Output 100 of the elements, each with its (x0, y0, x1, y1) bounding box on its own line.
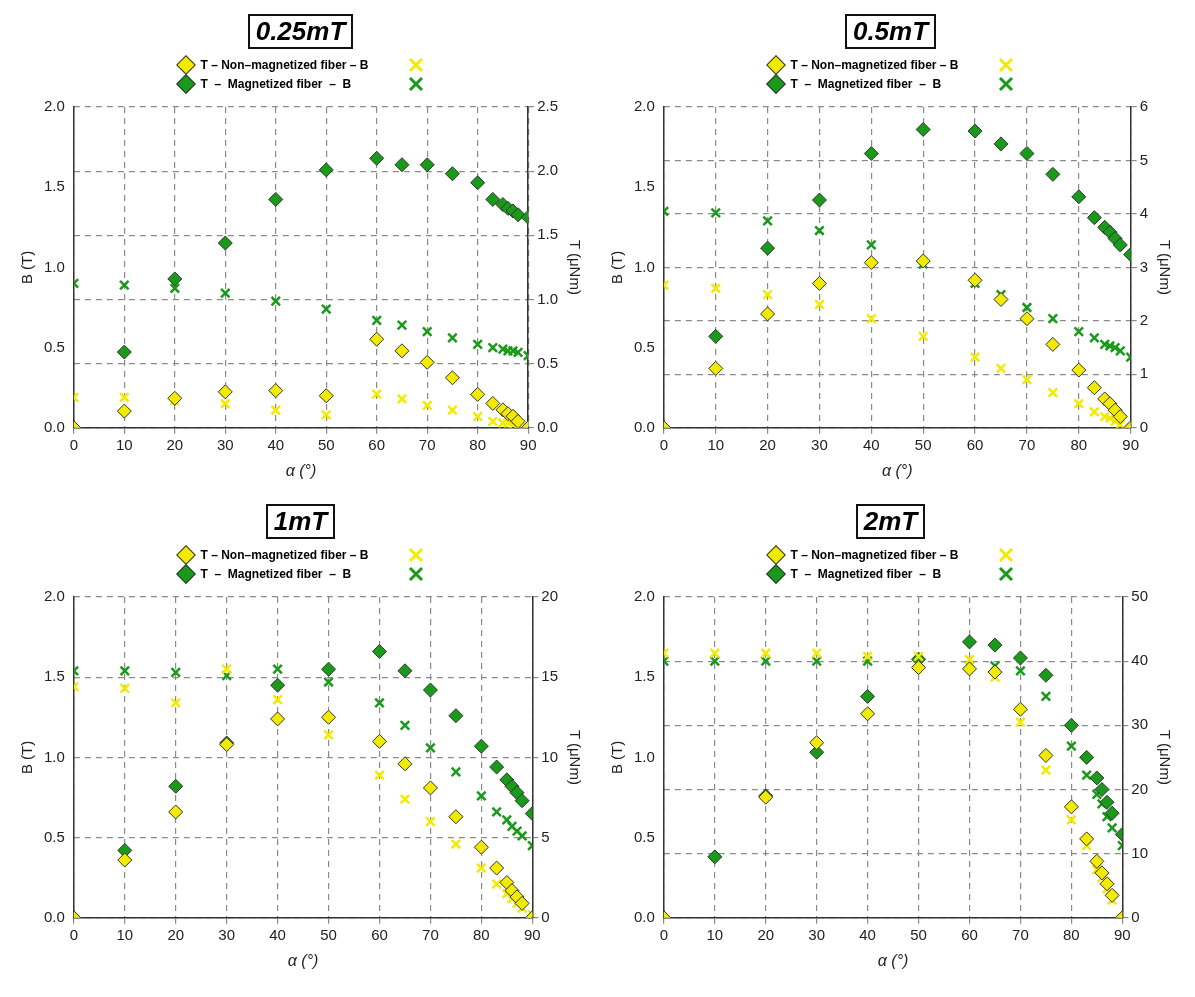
y-tick-label: 1.0 (43, 257, 65, 275)
y2-tick-label: 4 (1139, 204, 1148, 222)
y2-tick-label: 1.0 (536, 289, 558, 307)
y2-tick-label: 15 (540, 667, 558, 685)
x-tick-label: 40 (268, 925, 286, 943)
x-axis-title: α (°) (881, 461, 913, 479)
y-tick-label: 0.5 (43, 337, 65, 355)
y2-tick-label: 2.0 (536, 161, 558, 179)
y2-tick-label: 0 (1130, 907, 1140, 925)
y-tick-label: 1.5 (43, 667, 65, 685)
x-tick-label: 50 (317, 435, 335, 453)
x-tick-label: 80 (468, 435, 486, 453)
chart-title: 0.25mT (247, 14, 354, 49)
y2-tick-label: 10 (540, 747, 558, 765)
y2-tick-label: 40 (1130, 651, 1148, 669)
x-tick-label: 30 (217, 925, 235, 943)
x-tick-label: 40 (858, 925, 876, 943)
y-tick-label: 0.0 (43, 907, 65, 925)
y2-axis-title: T (μNm) (1156, 239, 1174, 295)
x-tick-label: 20 (756, 925, 774, 943)
x-tick-label: 20 (758, 435, 776, 453)
y2-tick-label: 6 (1139, 97, 1148, 115)
x-axis-title: α (°) (285, 461, 316, 479)
y2-tick-label: 5 (1139, 150, 1148, 168)
y-tick-label: 1.0 (633, 747, 655, 765)
y-tick-label: 2.0 (633, 587, 655, 605)
y2-tick-label: 5 (540, 827, 550, 845)
y-tick-label: 1.5 (43, 177, 65, 195)
legend-label: T – Magnetized fiber – B (790, 566, 943, 581)
y-tick-label: 0.5 (633, 827, 655, 845)
legend-label: T – Non–magnetized fiber – B (790, 57, 960, 72)
x-tick-label: 0 (69, 435, 78, 453)
x-tick-label: 60 (960, 925, 978, 943)
x-axis-title: α (°) (287, 951, 318, 969)
x-tick-label: 0 (69, 925, 78, 943)
y-tick-label: 1.5 (633, 177, 655, 195)
x-tick-label: 50 (909, 925, 927, 943)
x-tick-label: 20 (166, 925, 184, 943)
y-tick-label: 0.5 (43, 827, 65, 845)
y2-tick-label: 50 (1130, 587, 1148, 605)
chart-title: 1mT (265, 504, 336, 539)
y-tick-label: 2.0 (43, 587, 65, 605)
x-tick-label: 40 (862, 435, 880, 453)
x-tick-label: 50 (914, 435, 932, 453)
legend-label: T – Magnetized fiber – B (200, 566, 353, 581)
y2-tick-label: 20 (540, 587, 558, 605)
y2-tick-label: 20 (1130, 779, 1148, 797)
x-tick-label: 30 (810, 435, 828, 453)
y-axis-title: B (T) (607, 250, 625, 285)
x-tick-label: 90 (523, 925, 541, 943)
x-tick-label: 60 (367, 435, 385, 453)
x-tick-label: 80 (472, 925, 490, 943)
x-tick-label: 70 (418, 435, 436, 453)
x-tick-label: 20 (165, 435, 183, 453)
y2-axis-title: T (μNm) (566, 239, 584, 295)
legend-label: T – Magnetized fiber – B (200, 76, 353, 91)
x-tick-label: 40 (266, 435, 284, 453)
x-tick-label: 60 (370, 925, 388, 943)
y2-tick-label: 2 (1139, 311, 1148, 329)
chart-title: 0.5mT (844, 14, 937, 49)
x-tick-label: 0 (659, 435, 668, 453)
x-tick-label: 70 (1018, 435, 1035, 453)
chart-title: 2mT (855, 504, 926, 539)
y2-tick-label: 3 (1139, 257, 1148, 275)
y2-tick-label: 0.5 (536, 353, 558, 371)
x-axis-title: α (°) (877, 951, 908, 969)
y-tick-label: 0.5 (633, 337, 655, 355)
y-axis-title: B (T) (17, 740, 35, 775)
y-tick-label: 0.0 (633, 417, 655, 435)
x-tick-label: 10 (115, 435, 133, 453)
y-tick-label: 0.0 (633, 907, 655, 925)
x-tick-label: 90 (1121, 435, 1139, 453)
y-axis-title: B (T) (17, 250, 35, 285)
y-tick-label: 1.0 (43, 747, 65, 765)
y2-tick-label: 30 (1130, 715, 1148, 733)
y2-tick-label: 0.0 (536, 417, 558, 435)
x-tick-label: 80 (1069, 435, 1087, 453)
y-tick-label: 1.0 (633, 257, 655, 275)
y2-tick-label: 0 (540, 907, 550, 925)
y2-axis-title: T (μNm) (1156, 729, 1174, 785)
y2-axis-title: T (μNm) (566, 729, 584, 785)
legend-label: T – Non–magnetized fiber – B (790, 547, 960, 562)
legend-label: T – Magnetized fiber – B (790, 76, 943, 91)
x-tick-label: 70 (421, 925, 439, 943)
y2-tick-label: 1 (1139, 364, 1148, 382)
y-tick-label: 0.0 (43, 417, 65, 435)
y2-tick-label: 10 (1130, 843, 1148, 861)
y-tick-label: 2.0 (43, 97, 65, 115)
x-tick-label: 80 (1062, 925, 1080, 943)
legend-label: T – Non–magnetized fiber – B (200, 547, 370, 562)
x-tick-label: 10 (705, 925, 723, 943)
x-tick-label: 30 (216, 435, 234, 453)
x-tick-label: 90 (519, 435, 536, 453)
y2-tick-label: 1.5 (536, 225, 558, 243)
x-tick-label: 50 (319, 925, 337, 943)
y-axis-title: B (T) (607, 740, 625, 775)
y-tick-label: 1.5 (633, 667, 655, 685)
x-tick-label: 30 (807, 925, 825, 943)
legend-label: T – Non–magnetized fiber – B (200, 57, 370, 72)
x-tick-label: 90 (1113, 925, 1131, 943)
